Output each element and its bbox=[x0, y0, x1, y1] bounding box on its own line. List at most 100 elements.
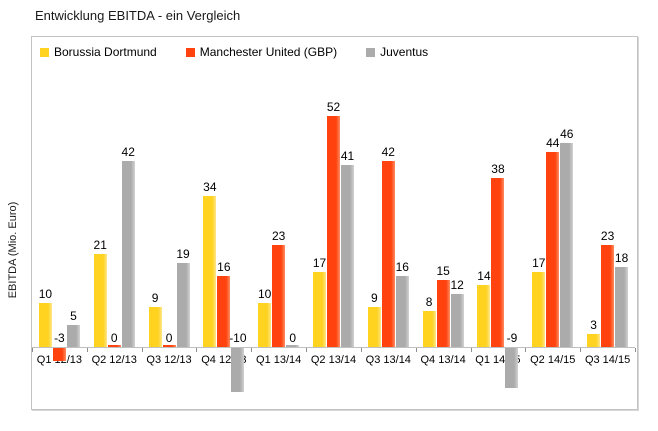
bar-value-label: 46 bbox=[560, 126, 574, 141]
bar-value-label: 9 bbox=[370, 291, 378, 306]
bar-value-label: 5 bbox=[70, 308, 77, 323]
bar-value-label: 18 bbox=[614, 251, 629, 266]
x-axis-label: Q2 14/15 bbox=[530, 354, 576, 366]
bar-Q2-13-14-s1 bbox=[327, 116, 340, 347]
bar-Q3-14-15-s2 bbox=[615, 267, 629, 347]
legend-label-juventus: Juventus bbox=[380, 45, 429, 59]
bar-Q2-12-13-s1 bbox=[107, 345, 121, 347]
bar-value-label: 17 bbox=[532, 255, 546, 270]
bar-value-label: 0 bbox=[165, 331, 173, 345]
bar-Q4-12-13-s2 bbox=[231, 348, 245, 393]
x-axis-tick bbox=[306, 348, 307, 352]
bar-Q2-13-14-s2 bbox=[341, 164, 354, 347]
bar-Q3-14-15-s0 bbox=[587, 333, 601, 347]
bar-Q1-12-13-s2 bbox=[66, 324, 80, 347]
legend-label-borussia-dortmund: Borussia Dortmund bbox=[54, 45, 157, 59]
x-axis-tick bbox=[196, 348, 197, 352]
x-axis-tick bbox=[416, 348, 417, 352]
bar-value-label: 34 bbox=[203, 180, 217, 195]
bar-value-label: 14 bbox=[477, 268, 491, 283]
bar-Q1-14-15-s2 bbox=[505, 348, 519, 388]
bar-value-label: 21 bbox=[93, 237, 107, 252]
legend-item-manchester-united: Manchester United (GBP) bbox=[185, 45, 338, 59]
bar-value-label: 15 bbox=[436, 264, 450, 279]
bar-Q3-13-14-s1 bbox=[381, 160, 395, 347]
bar-value-label: 16 bbox=[217, 259, 231, 274]
x-axis-tick bbox=[580, 348, 581, 352]
x-axis-tick bbox=[251, 348, 252, 352]
bar-value-label: 23 bbox=[600, 228, 615, 243]
bar-Q1-12-13-s0 bbox=[38, 302, 52, 347]
bar-Q2-12-13-s0 bbox=[93, 253, 107, 347]
bar-value-label: 0 bbox=[110, 331, 118, 345]
bar-value-label: 42 bbox=[381, 144, 395, 159]
bar-Q2-14-15-s1 bbox=[546, 151, 560, 347]
bar-Q1-12-13-s1 bbox=[52, 348, 66, 362]
legend: Borussia Dortmund Manchester United (GBP… bbox=[40, 45, 428, 59]
plot-area: Q1 12/13 10 -3 5 Q2 12/13 21 0 42 Q3 12/13 9 0 19 Q4… bbox=[32, 37, 636, 407]
bar-Q3-12-13-s2 bbox=[176, 262, 190, 347]
bar-value-label: -9 bbox=[506, 331, 518, 345]
bar-Q1-13-14-s1 bbox=[272, 244, 286, 347]
x-axis-tick bbox=[471, 348, 472, 352]
bar-Q4-13-14-s2 bbox=[450, 293, 464, 347]
bar-Q3-12-13-s1 bbox=[162, 345, 176, 347]
x-axis-label: Q1 13/14 bbox=[256, 354, 302, 366]
bar-Q2-14-15-s0 bbox=[532, 271, 546, 347]
bar-value-label: 38 bbox=[491, 162, 505, 177]
x-axis-tick bbox=[142, 348, 143, 352]
bar-value-label: 10 bbox=[257, 286, 272, 301]
bar-value-label: 44 bbox=[546, 135, 560, 150]
legend-item-borussia-dortmund: Borussia Dortmund bbox=[40, 45, 157, 59]
bar-value-label: 52 bbox=[326, 100, 341, 115]
bar-Q4-12-13-s1 bbox=[217, 275, 231, 347]
bar-value-label: 9 bbox=[151, 291, 159, 306]
bar-value-label: 12 bbox=[450, 277, 464, 292]
bar-Q1-13-14-s0 bbox=[258, 302, 272, 347]
x-axis-label: Q2 13/14 bbox=[310, 354, 357, 366]
legend-swatch-borussia-dortmund bbox=[40, 47, 49, 57]
x-axis-tick bbox=[361, 348, 362, 352]
bar-value-label: 8 bbox=[425, 295, 433, 310]
chart-title: Entwicklung EBITDA - ein Vergleich bbox=[35, 8, 241, 23]
x-axis-label: Q4 13/14 bbox=[420, 354, 466, 366]
x-axis-line bbox=[32, 347, 635, 348]
bar-Q2-12-13-s2 bbox=[121, 160, 135, 347]
bar-value-label: -10 bbox=[229, 331, 247, 345]
bar-Q3-14-15-s1 bbox=[601, 244, 615, 347]
legend-swatch-manchester-united bbox=[185, 47, 195, 57]
x-axis-tick bbox=[635, 348, 636, 352]
bar-Q3-13-14-s0 bbox=[367, 307, 381, 347]
x-axis-tick bbox=[32, 348, 33, 352]
bar-Q1-13-14-s2 bbox=[286, 345, 300, 347]
bar-value-label: 16 bbox=[395, 259, 409, 274]
bar-Q3-12-13-s0 bbox=[148, 307, 162, 347]
bar-value-label: 3 bbox=[590, 317, 597, 332]
x-axis-tick bbox=[87, 348, 88, 352]
x-axis-label: Q3 14/15 bbox=[584, 354, 631, 366]
bar-Q1-14-15-s0 bbox=[477, 284, 491, 347]
bar-Q4-13-14-s0 bbox=[422, 311, 436, 347]
x-axis-label: Q3 13/14 bbox=[365, 354, 411, 366]
bar-value-label: 41 bbox=[340, 148, 355, 163]
bar-value-label: 19 bbox=[176, 246, 190, 261]
legend-item-juventus: Juventus bbox=[366, 45, 428, 59]
bar-Q2-14-15-s2 bbox=[560, 142, 574, 347]
x-axis-tick bbox=[525, 348, 526, 352]
bar-value-label: 42 bbox=[121, 144, 135, 159]
bar-Q2-13-14-s0 bbox=[313, 271, 326, 347]
legend-swatch-juventus bbox=[366, 47, 376, 57]
bar-value-label: 23 bbox=[271, 228, 286, 243]
bar-value-label: 17 bbox=[312, 255, 327, 270]
bar-Q4-13-14-s1 bbox=[436, 280, 450, 347]
bar-value-label: 0 bbox=[289, 331, 297, 345]
bar-Q1-14-15-s1 bbox=[491, 178, 505, 347]
bar-Q3-13-14-s2 bbox=[395, 275, 409, 347]
y-axis-title: EBITDA (Mio. Euro) bbox=[7, 201, 19, 299]
legend-label-manchester-united: Manchester United (GBP) bbox=[199, 45, 338, 59]
bar-Q4-12-13-s0 bbox=[203, 196, 217, 347]
chart-frame: Borussia Dortmund Manchester United (GBP… bbox=[31, 36, 638, 410]
bar-value-label: -3 bbox=[54, 331, 65, 345]
x-axis-label: Q3 12/13 bbox=[146, 354, 192, 366]
